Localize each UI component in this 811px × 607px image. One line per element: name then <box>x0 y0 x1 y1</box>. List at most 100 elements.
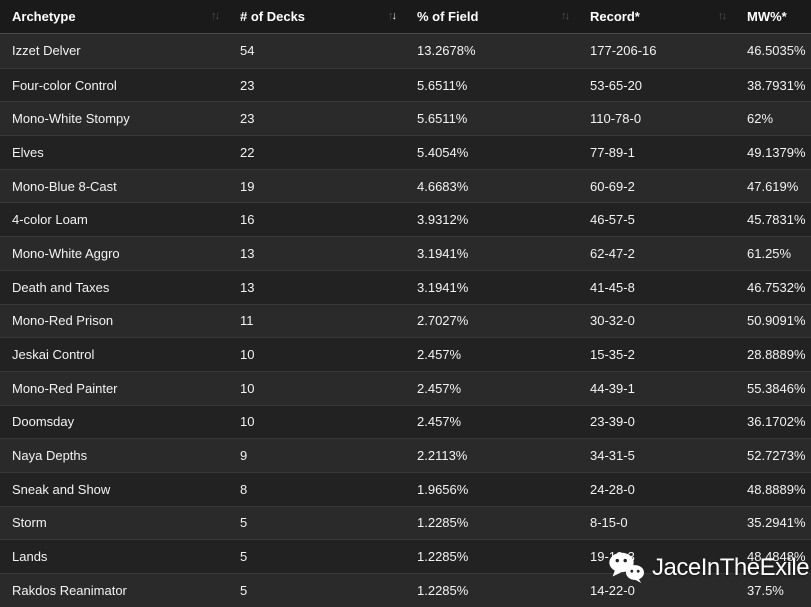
column-header-label: Record* <box>590 9 640 24</box>
cell-mw_pct: 46.7532% <box>747 279 806 295</box>
table-row: Mono-Red Painter 10 2.457% 44-39-1 55.3846% <box>0 370 811 405</box>
cell-archetype: Four-color Control <box>12 77 117 93</box>
cell-decks: 8 <box>240 481 248 497</box>
cell-decks: 11 <box>240 313 254 329</box>
cell-field_pct: 1.9656% <box>417 481 469 497</box>
table-row: Lands 5 1.2285% 19-19-3 48.4848% <box>0 539 811 573</box>
cell-decks: 16 <box>240 212 255 228</box>
cell-record: 15-35-2 <box>590 347 635 363</box>
cell-mw_pct: 61.25% <box>747 245 792 261</box>
cell-decks: 13 <box>240 245 255 261</box>
cell-record: 24-28-0 <box>590 481 635 497</box>
cell-mw_pct: 55.3846% <box>747 380 806 396</box>
cell-decks: 5 <box>240 515 248 531</box>
table-row: Jeskai Control 10 2.457% 15-35-2 28.8889% <box>0 337 811 371</box>
table-row: Doomsday 10 2.457% 23-39-0 36.1702% <box>0 404 811 439</box>
table-row: Mono-Red Prison 11 2.7027% 30-32-0 50.9091% <box>0 303 811 338</box>
cell-record: 41-45-8 <box>590 279 635 295</box>
cell-decks: 19 <box>240 178 255 194</box>
cell-decks: 22 <box>240 144 255 160</box>
table-row: 4-color Loam 16 3.9312% 46-57-5 45.7831% <box>0 202 811 237</box>
cell-mw_pct: 37.5% <box>747 582 784 598</box>
cell-field_pct: 2.457% <box>417 414 462 430</box>
cell-decks: 10 <box>240 347 255 363</box>
cell-record: 14-22-0 <box>590 582 635 598</box>
column-header-archetype[interactable]: Archetype ↑↓ <box>0 0 228 33</box>
cell-decks: 23 <box>240 77 255 93</box>
cell-record: 46-57-5 <box>590 212 635 228</box>
cell-field_pct: 13.2678% <box>417 43 476 59</box>
cell-archetype: Storm <box>12 515 47 531</box>
table-row: Elves 22 5.4054% 77-89-1 49.1379% <box>0 135 811 169</box>
cell-decks: 9 <box>240 448 248 464</box>
cell-record: 44-39-1 <box>590 380 635 396</box>
cell-record: 19-19-3 <box>590 549 635 565</box>
column-header-num-decks[interactable]: # of Decks ↑↓ <box>228 0 405 33</box>
column-header-label: % of Field <box>417 9 479 24</box>
table-header-row: Archetype ↑↓ # of Decks ↑↓ % of Field ↑↓… <box>0 0 811 34</box>
cell-record: 62-47-2 <box>590 245 635 261</box>
cell-record: 53-65-20 <box>590 77 643 93</box>
cell-decks: 5 <box>240 549 248 565</box>
cell-mw_pct: 48.4848% <box>747 549 806 565</box>
cell-mw_pct: 28.8889% <box>747 347 806 363</box>
cell-field_pct: 1.2285% <box>417 515 469 531</box>
table-row: Storm 5 1.2285% 8-15-0 35.2941% <box>0 505 811 540</box>
sort-arrows-icon-active-desc[interactable]: ↑↓ <box>388 10 397 22</box>
table-row: Four-color Control 23 5.6511% 53-65-20 38.79… <box>0 67 811 102</box>
table-row: Naya Depths 9 2.2113% 34-31-5 52.7273% <box>0 438 811 472</box>
cell-decks: 10 <box>240 380 255 396</box>
cell-mw_pct: 35.2941% <box>747 515 806 531</box>
cell-archetype: Jeskai Control <box>12 347 95 363</box>
cell-decks: 10 <box>240 414 255 430</box>
cell-field_pct: 3.1941% <box>417 245 469 261</box>
table-row: Izzet Delver 54 13.2678% 177-206-16 46.5035% <box>0 34 811 68</box>
table-row: Sneak and Show 8 1.9656% 24-28-0 48.8889% <box>0 471 811 506</box>
cell-record: 177-206-16 <box>590 43 657 59</box>
table-row: Mono-White Stompy 23 5.6511% 110-78-0 62% <box>0 101 811 136</box>
cell-mw_pct: 47.619% <box>747 178 799 194</box>
sort-arrows-icon[interactable]: ↑↓ <box>718 10 727 22</box>
cell-mw_pct: 62% <box>747 111 774 127</box>
cell-field_pct: 3.9312% <box>417 212 469 228</box>
sort-arrows-icon[interactable]: ↑↓ <box>211 10 220 22</box>
cell-decks: 23 <box>240 111 255 127</box>
cell-archetype: Mono-Blue 8-Cast <box>12 178 117 194</box>
cell-mw_pct: 36.1702% <box>747 414 806 430</box>
cell-field_pct: 5.6511% <box>417 77 468 93</box>
column-header-record[interactable]: Record* ↑↓ <box>578 0 735 33</box>
column-header-mw-pct[interactable]: MW%* <box>735 0 811 33</box>
cell-decks: 5 <box>240 582 248 598</box>
cell-record: 8-15-0 <box>590 515 628 531</box>
cell-mw_pct: 48.8889% <box>747 481 806 497</box>
column-header-pct-of-field[interactable]: % of Field ↑↓ <box>405 0 578 33</box>
cell-archetype: Izzet Delver <box>12 43 81 59</box>
cell-record: 34-31-5 <box>590 448 635 464</box>
cell-field_pct: 1.2285% <box>417 549 469 565</box>
cell-mw_pct: 49.1379% <box>747 144 806 160</box>
cell-decks: 13 <box>240 279 255 295</box>
cell-mw_pct: 50.9091% <box>747 313 806 329</box>
cell-archetype: Naya Depths <box>12 448 88 464</box>
cell-archetype: Mono-Red Painter <box>12 380 118 396</box>
cell-archetype: Death and Taxes <box>12 279 110 295</box>
table-row: Mono-Blue 8-Cast 19 4.6683% 60-69-2 47.619% <box>0 168 811 203</box>
cell-field_pct: 5.4054% <box>417 144 469 160</box>
cell-archetype: Doomsday <box>12 414 75 430</box>
cell-archetype: Elves <box>12 144 44 160</box>
cell-field_pct: 2.7027% <box>417 313 469 329</box>
cell-mw_pct: 52.7273% <box>747 448 806 464</box>
cell-archetype: 4-color Loam <box>12 212 88 228</box>
cell-field_pct: 1.2285% <box>417 582 469 598</box>
table-row: Death and Taxes 13 3.1941% 41-45-8 46.7532% <box>0 269 811 304</box>
cell-record: 30-32-0 <box>590 313 635 329</box>
cell-field_pct: 2.457% <box>417 347 462 363</box>
column-header-label: # of Decks <box>240 9 306 24</box>
cell-archetype: Mono-White Aggro <box>12 245 120 261</box>
table-row: Mono-White Aggro 13 3.1941% 62-47-2 61.25% <box>0 236 811 270</box>
sort-arrows-icon[interactable]: ↑↓ <box>561 10 570 22</box>
cell-mw_pct: 46.5035% <box>747 43 806 59</box>
cell-archetype: Mono-White Stompy <box>12 111 130 127</box>
cell-archetype: Lands <box>12 549 48 565</box>
cell-mw_pct: 45.7831% <box>747 212 806 228</box>
